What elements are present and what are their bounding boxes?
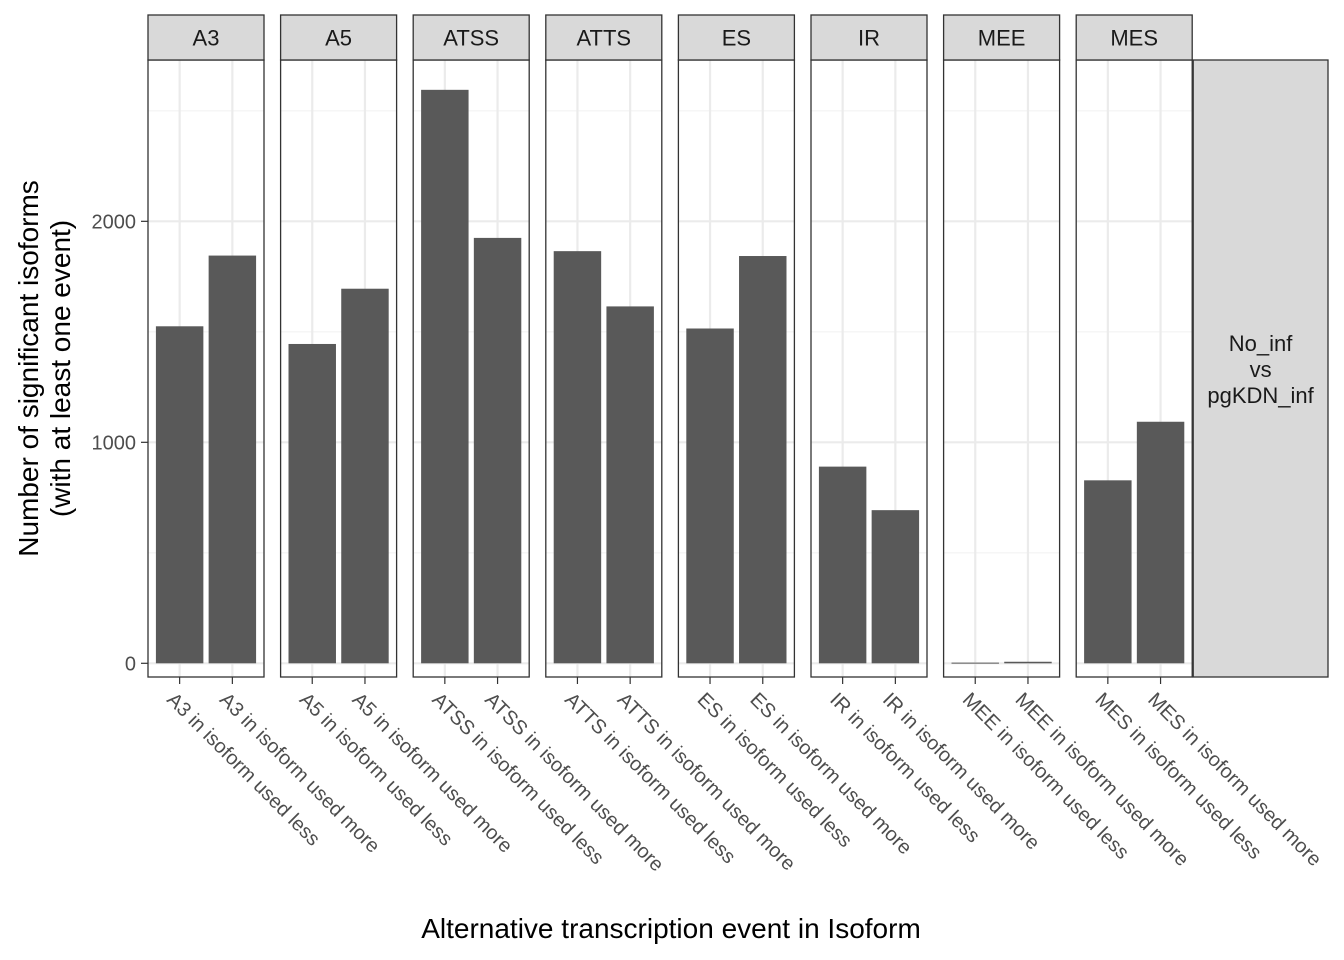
bar-a5-in-isoform-used-less [288, 343, 336, 664]
row-strip-label: pgKDN_inf [1207, 383, 1314, 408]
bar-mes-in-isoform-used-more [1136, 421, 1185, 664]
y-tick-label: 0 [125, 653, 136, 675]
facet-strip [147, 14, 265, 61]
facet-strip [412, 14, 530, 61]
facet-strip [810, 14, 928, 61]
bar-mee-in-isoform-used-less [951, 662, 999, 664]
facet-strip-label: A3 [193, 26, 220, 51]
y-tick-label: 1000 [92, 432, 137, 454]
x-axis-title: Alternative transcription event in Isofo… [421, 913, 921, 944]
bar-a3-in-isoform-used-more [208, 255, 257, 664]
bar-mes-in-isoform-used-less [1084, 480, 1132, 664]
facet-strip-label: MES [1110, 26, 1158, 51]
bar-ir-in-isoform-used-less [818, 466, 867, 664]
bar-mee-in-isoform-used-more [1004, 661, 1052, 664]
row-strip-label: No_inf [1229, 331, 1293, 356]
bar-atss-in-isoform-used-more [473, 237, 522, 664]
facet-strip [545, 14, 663, 61]
row-strip-label: vs [1250, 357, 1272, 382]
bar-atss-in-isoform-used-less [421, 89, 469, 664]
y-axis-title: (with at least one event) [45, 220, 76, 517]
facet-strip-label: ES [722, 26, 751, 51]
bar-ir-in-isoform-used-more [871, 510, 920, 664]
y-tick-label: 2000 [92, 211, 137, 233]
y-axis-title: Number of significant isoforms [13, 180, 44, 557]
bar-a3-in-isoform-used-less [155, 326, 204, 664]
facet-strip [942, 14, 1061, 61]
facet-strip-label: ATTS [577, 26, 632, 51]
facet-strip-label: IR [858, 26, 880, 51]
bar-a5-in-isoform-used-more [341, 288, 389, 664]
panel-background [943, 60, 1060, 677]
facet-strip-label: ATSS [443, 26, 499, 51]
facet-strip-label: MEE [978, 26, 1026, 51]
row-strip [1192, 59, 1329, 678]
bar-es-in-isoform-used-less [686, 328, 734, 664]
bar-atts-in-isoform-used-more [606, 306, 654, 664]
bar-es-in-isoform-used-more [739, 256, 787, 664]
facet-strip-label: A5 [325, 26, 352, 51]
facet-strip [677, 14, 796, 61]
facet-strip [1075, 14, 1193, 61]
facet-strip [279, 14, 398, 61]
bar-atts-in-isoform-used-less [553, 251, 602, 664]
